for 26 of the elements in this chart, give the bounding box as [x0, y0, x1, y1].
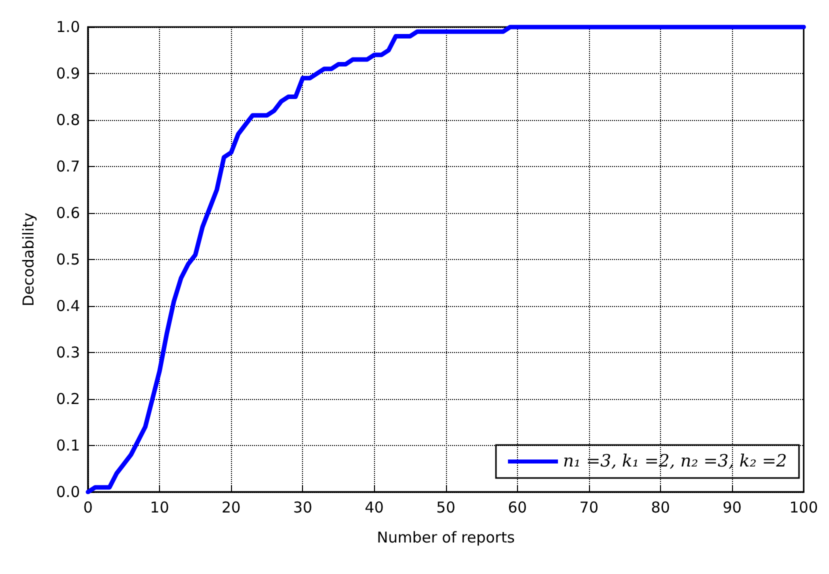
x-tick-label: 20 [222, 498, 241, 516]
y-tick-label: 0.8 [56, 111, 80, 129]
x-tick-label: 100 [789, 498, 818, 516]
y-tick-label: 0.5 [56, 250, 80, 268]
x-tick-label: 0 [83, 498, 93, 516]
x-axis-title: Number of reports [376, 528, 515, 546]
x-tick-label: 50 [436, 498, 456, 516]
legend-label: n₁ =3, k₁ =2, n₂ =3, k₂ =2 [562, 452, 788, 472]
x-tick-label: 60 [508, 498, 527, 516]
line-series [86, 24, 806, 494]
y-tick-label: 0.3 [56, 344, 80, 362]
x-tick-label: 30 [293, 498, 312, 516]
x-tick-label: 80 [651, 498, 670, 516]
y-tick-label: 0.7 [56, 158, 80, 176]
y-tick-label: 0.4 [56, 297, 80, 315]
y-tick-label: 0.0 [56, 483, 80, 501]
x-tick-label: 10 [150, 498, 170, 516]
y-tick-label: 0.6 [56, 204, 80, 222]
x-tick-label: 70 [579, 498, 599, 516]
y-tick-label: 0.1 [56, 436, 80, 454]
y-axis-title: Decodability [20, 212, 38, 306]
x-tick-label: 40 [364, 498, 384, 516]
y-tick-label: 1.0 [56, 18, 80, 36]
y-tick-label: 0.2 [56, 390, 80, 408]
y-tick-label: 0.9 [56, 64, 80, 82]
x-tick-label: 90 [722, 498, 742, 516]
